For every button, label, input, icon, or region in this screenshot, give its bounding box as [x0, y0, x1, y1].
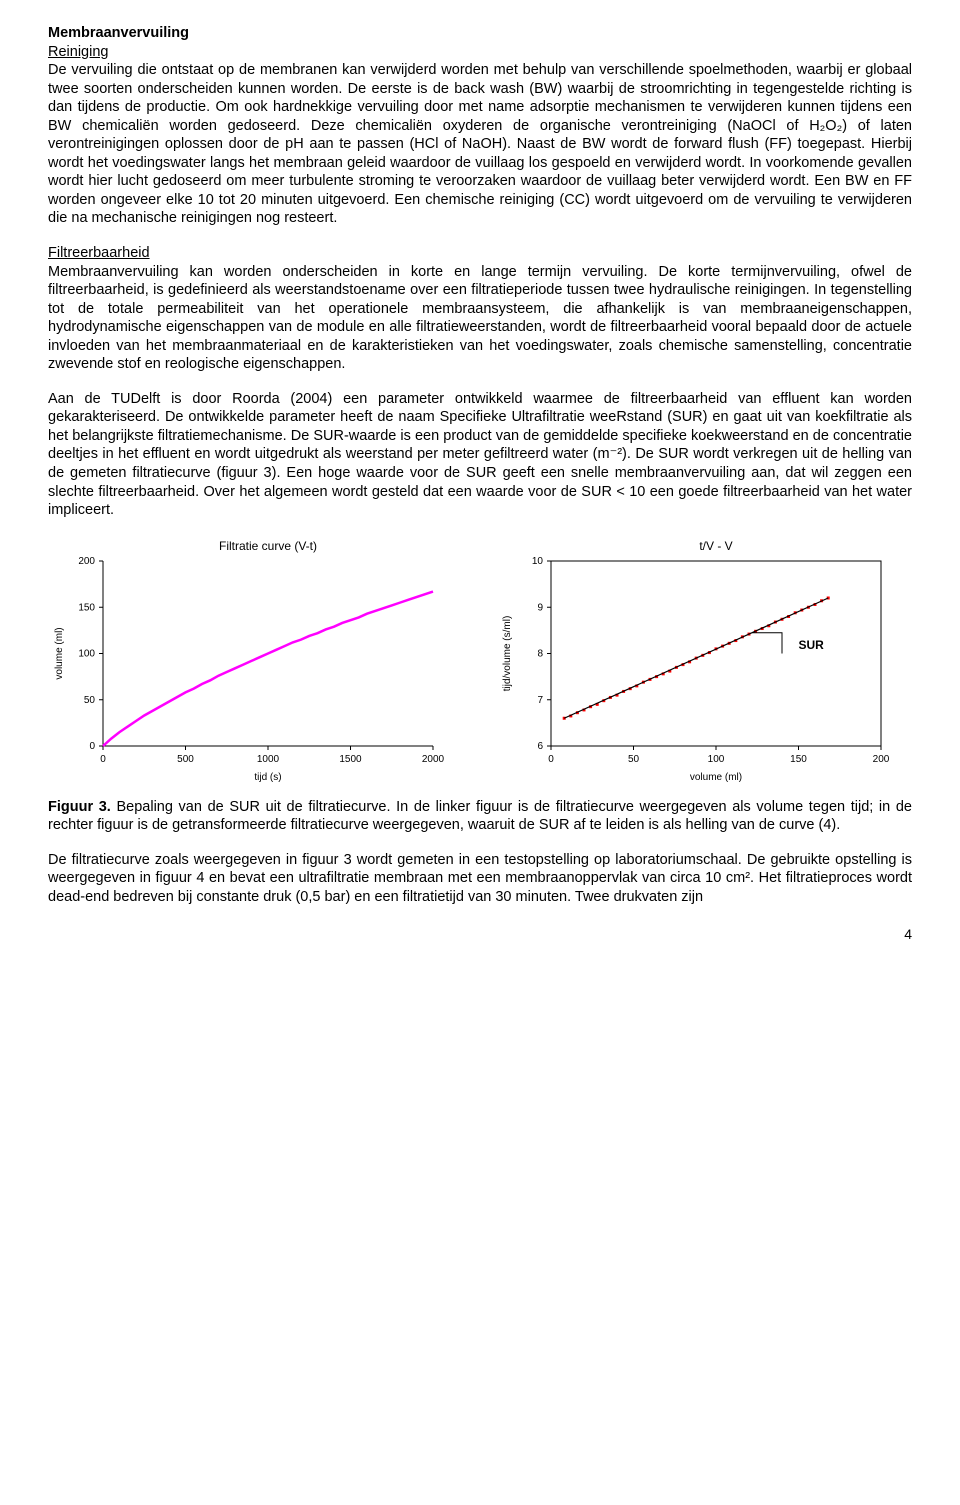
- svg-text:2000: 2000: [422, 754, 445, 765]
- svg-text:volume (ml): volume (ml): [54, 627, 65, 679]
- svg-text:0: 0: [100, 754, 106, 765]
- svg-text:200: 200: [78, 556, 95, 567]
- figure-caption-text: Bepaling van de SUR uit de filtratiecurv…: [48, 799, 912, 834]
- svg-text:1500: 1500: [339, 754, 362, 765]
- svg-text:volume (ml): volume (ml): [690, 772, 742, 783]
- page-number: 4: [48, 926, 912, 944]
- svg-text:150: 150: [790, 754, 807, 765]
- svg-text:200: 200: [873, 754, 890, 765]
- closing-para: De filtratiecurve zoals weergegeven in f…: [48, 851, 912, 907]
- chart-left-svg: Filtratie curve (V-t) 0 500 1000 1500 2000 0 50…: [48, 536, 448, 786]
- heading-reiniging: Reiniging: [48, 43, 912, 62]
- figure-caption: Figuur 3. Bepaling van de SUR uit de fil…: [48, 798, 912, 835]
- svg-text:SUR: SUR: [799, 638, 825, 652]
- svg-text:0: 0: [89, 741, 95, 752]
- para-reiniging: De vervuiling die ontstaat op de membran…: [48, 61, 912, 228]
- svg-text:tijd (s): tijd (s): [254, 772, 281, 783]
- svg-text:8: 8: [537, 648, 543, 659]
- chart-right-svg: t/V - V 0 50 100 150 200 6 7 8 9 10 volume (ml) tijd…: [496, 536, 896, 786]
- svg-text:10: 10: [532, 556, 544, 567]
- chart-left: Filtratie curve (V-t) 0 500 1000 1500 2000 0 50…: [48, 536, 464, 786]
- charts-row: Filtratie curve (V-t)0500100015002000050…: [48, 536, 912, 786]
- svg-text:t/V - V: t/V - V: [699, 539, 732, 553]
- section-title: Membraanvervuiling: [48, 24, 912, 43]
- figure-caption-lead: Figuur 3.: [48, 799, 111, 815]
- svg-text:7: 7: [537, 694, 543, 705]
- para-filtreerbaarheid-1: Membraanvervuiling kan worden onderschei…: [48, 263, 912, 374]
- para-filtreerbaarheid-2: Aan de TUDelft is door Roorda (2004) een…: [48, 390, 912, 520]
- svg-text:50: 50: [84, 694, 96, 705]
- svg-text:1000: 1000: [257, 754, 280, 765]
- svg-text:6: 6: [537, 741, 543, 752]
- svg-text:9: 9: [537, 602, 543, 613]
- svg-text:tijd/volume (s/ml): tijd/volume (s/ml): [502, 615, 513, 691]
- svg-text:50: 50: [628, 754, 640, 765]
- heading-filtreerbaarheid: Filtreerbaarheid: [48, 244, 912, 263]
- svg-text:0: 0: [548, 754, 554, 765]
- svg-text:150: 150: [78, 602, 95, 613]
- svg-text:500: 500: [177, 754, 194, 765]
- svg-text:Filtratie curve (V-t): Filtratie curve (V-t): [219, 539, 317, 553]
- svg-text:100: 100: [78, 648, 95, 659]
- svg-text:100: 100: [708, 754, 725, 765]
- chart-right: t/V - V 0 50 100 150 200 6 7 8 9 10 volume (ml) tijd…: [496, 536, 912, 786]
